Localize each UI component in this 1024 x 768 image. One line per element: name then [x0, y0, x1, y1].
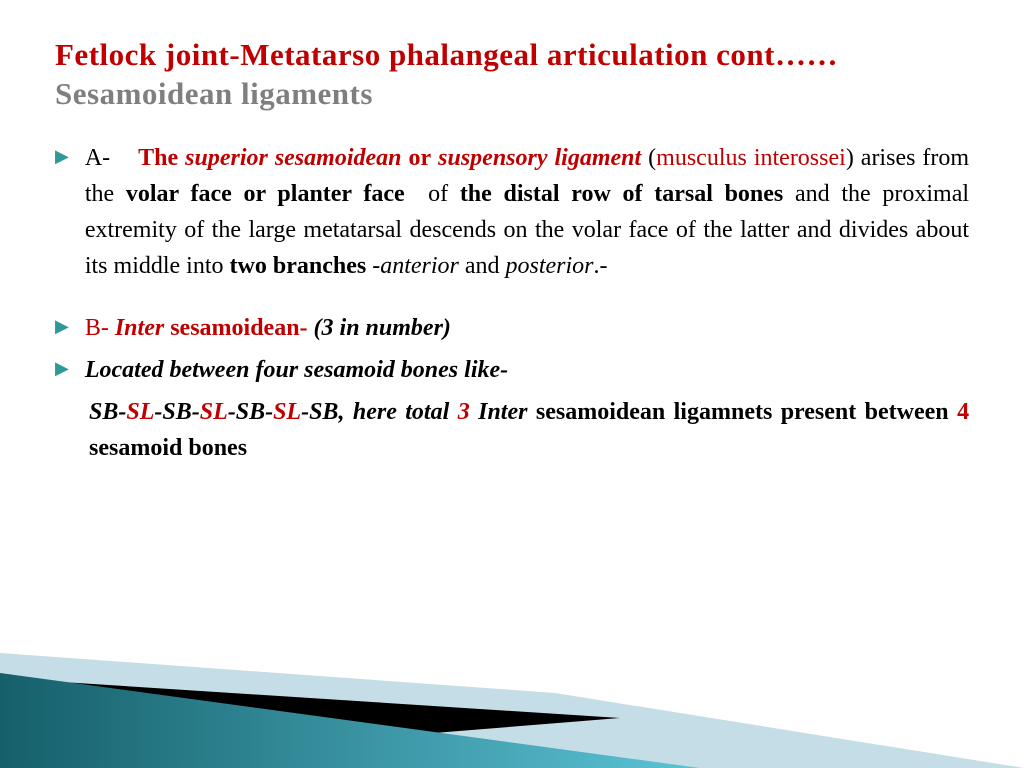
bullet-marker-icon: ▶ [55, 140, 69, 284]
bullet-marker-icon: ▶ [55, 310, 69, 346]
d-t11: 4 [957, 399, 969, 425]
bullet-a-text: A- The superior sesamoidean or suspensor… [85, 140, 969, 284]
a-t6: musculus interossei [656, 145, 846, 171]
a-t1: The [138, 145, 178, 171]
a-t2: superior sesamoidean [185, 145, 401, 171]
slide-title: Fetlock joint-Metatarso phalangeal artic… [55, 36, 969, 114]
a-t10: the distal row of tarsal bones [460, 181, 783, 207]
decorative-triangle-icon [0, 598, 1024, 768]
d-t7: -SB, here total [301, 399, 449, 425]
d-t2: SL [126, 399, 154, 425]
title-gray: Sesamoidean ligaments [55, 76, 373, 111]
title-red: Fetlock joint-Metatarso phalangeal artic… [55, 37, 838, 72]
d-t9: Inter [478, 399, 527, 425]
d-t8: 3 [458, 399, 470, 425]
bullet-c-text: Located between four sesamoid bones like… [85, 352, 969, 388]
d-t1: SB- [89, 399, 126, 425]
d-t5: -SB- [228, 399, 273, 425]
d-t3: -SB- [154, 399, 199, 425]
a-t15: and [465, 253, 500, 279]
bullet-d: SB-SL-SB-SL-SB-SL-SB, here total 3 Inter… [55, 394, 969, 466]
a-t4: suspensory ligament [438, 145, 641, 171]
b-t3: (3 in number) [314, 315, 451, 341]
a-t17: .- [594, 253, 608, 279]
bullet-marker-icon: ▶ [55, 352, 69, 388]
a-t12: two branches [230, 253, 367, 279]
a-t14: anterior [380, 253, 459, 279]
b-t1: Inter [115, 315, 164, 341]
bullet-a: ▶ A- The superior sesamoidean or suspens… [55, 140, 969, 284]
a-prefix: A- [85, 145, 110, 171]
d-t10: sesamoidean ligamnets present between [536, 399, 949, 425]
a-t13: - [372, 253, 380, 279]
a-t3: or [408, 145, 431, 171]
a-t9: of [428, 181, 448, 207]
b-prefix: B- [85, 315, 109, 341]
a-t16: posterior [506, 253, 594, 279]
body-content: ▶ A- The superior sesamoidean or suspens… [55, 140, 969, 466]
d-t12: sesamoid bones [89, 435, 247, 461]
a-t5: ( [648, 145, 656, 171]
a-t8: volar face or planter face [126, 181, 405, 207]
slide-content: Fetlock joint-Metatarso phalangeal artic… [0, 0, 1024, 466]
b-t2: sesamoidean- [170, 315, 307, 341]
bullet-b-text: B- Inter sesamoidean- (3 in number) [85, 310, 969, 346]
d-t4: SL [200, 399, 228, 425]
d-t6: SL [273, 399, 301, 425]
bullet-c: ▶ Located between four sesamoid bones li… [55, 352, 969, 388]
bullet-b: ▶ B- Inter sesamoidean- (3 in number) [55, 310, 969, 346]
